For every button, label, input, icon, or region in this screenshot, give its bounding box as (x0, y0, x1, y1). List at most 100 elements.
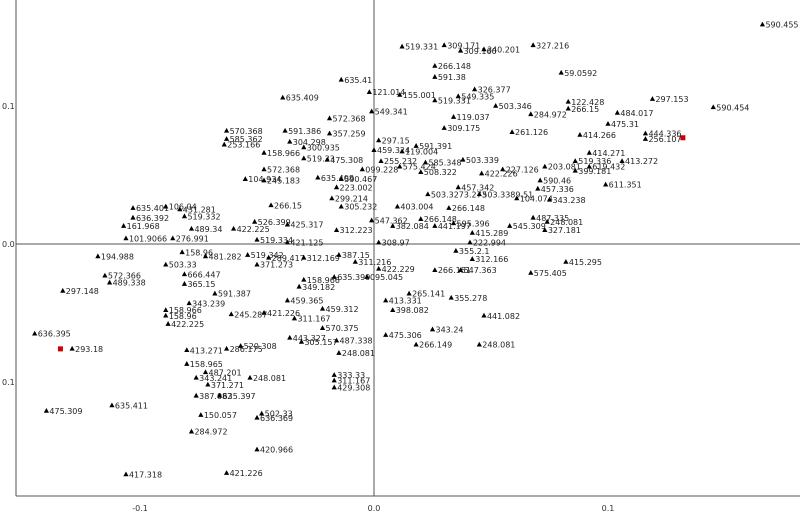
point-marker (121, 223, 127, 228)
point-label: 635.399 (337, 273, 370, 282)
point-marker (441, 42, 447, 48)
data-point: 305.232 (338, 203, 377, 212)
point-label: 421.125 (290, 239, 323, 248)
point-label: 158.966 (169, 306, 202, 315)
data-point: 585.362 (223, 135, 263, 144)
x-tick-label: 0.1 (602, 504, 615, 513)
point-label: 371.271 (211, 381, 244, 390)
point-label: 357.259 (333, 130, 366, 139)
point-label: 421.226 (267, 309, 300, 318)
data-point: 503.3389.51 (476, 190, 533, 199)
data-point: 276.991 (170, 234, 209, 243)
point-label: 484.017 (620, 109, 653, 118)
point-label: 475.309 (49, 407, 82, 416)
point-label: 284.972 (194, 428, 227, 437)
data-point: 304.298 (287, 138, 326, 147)
point-marker (544, 218, 550, 224)
data-point: 248.081 (247, 374, 286, 383)
point-marker (331, 377, 337, 383)
point-label: 266.148 (452, 204, 485, 213)
point-marker (530, 42, 536, 48)
data-point: 119.004 (399, 148, 438, 157)
point-label: 519.332 (187, 212, 220, 221)
data-point: 549.341 (369, 108, 408, 117)
point-label: 203.081 (548, 163, 581, 172)
data-point: 300.935 (301, 143, 340, 152)
data-point: 312.169 (301, 254, 340, 263)
data-point: 414.271 (586, 149, 625, 158)
point-label: 590.467 (344, 175, 377, 184)
data-point: 441.197 (432, 222, 471, 231)
point-marker (216, 392, 223, 398)
point-label: 59.0592 (564, 69, 597, 78)
point-label: 349.182 (302, 283, 335, 292)
point-marker (605, 120, 611, 126)
point-marker (399, 43, 405, 49)
data-point: 297.148 (60, 287, 99, 296)
point-label: 309.171 (447, 41, 480, 50)
point-marker (130, 214, 136, 220)
point-marker (223, 136, 230, 141)
data-point: 422.225 (165, 320, 204, 329)
point-label: 299.214 (335, 194, 368, 203)
point-label: 297.15 (382, 137, 410, 146)
point-label: 420.966 (260, 446, 293, 455)
point-label: 520.308 (244, 342, 277, 351)
data-point: 475.309 (43, 407, 82, 416)
data-point: 425.317 (284, 221, 324, 230)
point-marker (179, 249, 185, 255)
point-label: 487.335 (536, 214, 569, 223)
point-label: 429.308 (337, 384, 370, 393)
point-marker (565, 105, 571, 111)
data-point: 487.335 (530, 214, 569, 223)
point-marker (535, 185, 541, 191)
point-label: 575.405 (534, 269, 567, 278)
point-marker (301, 144, 307, 150)
data-point: 635.411 (109, 401, 148, 410)
point-label: 635.401 (136, 204, 169, 213)
point-label: 481.282 (209, 252, 242, 261)
y-tick-label: 0.1 (2, 102, 15, 111)
point-label: 414.266 (583, 131, 616, 140)
point-label: 591.391 (419, 142, 452, 151)
point-label: 635.41 (344, 76, 372, 85)
data-point: 572.368 (326, 114, 366, 123)
data-point: 266.151 (432, 266, 471, 275)
point-marker (333, 337, 340, 343)
point-label: 635.411 (115, 401, 148, 410)
point-marker (528, 111, 534, 117)
point-marker (509, 129, 515, 135)
point-marker (577, 131, 583, 137)
point-label: 387.15 (342, 251, 370, 260)
data-point: 245.287 (228, 310, 267, 319)
point-marker (184, 361, 190, 366)
point-marker (383, 297, 389, 303)
data-point: 459.312 (319, 305, 359, 314)
data-point: 444.336 (642, 130, 682, 139)
point-label: 549.341 (375, 108, 408, 117)
data-point: 595.396 (450, 219, 490, 228)
point-marker (284, 221, 291, 227)
point-marker (371, 147, 377, 152)
data-point: 413.331 (383, 297, 422, 306)
data-point: 481.282 (202, 252, 242, 261)
point-label: 101.9066 (129, 234, 167, 243)
data-point: 297.15 (376, 137, 410, 146)
point-label: 305.157 (304, 338, 337, 347)
point-marker (366, 89, 372, 94)
point-marker (476, 341, 482, 347)
point-marker (603, 181, 609, 187)
data-point: 489.34 (188, 225, 222, 234)
data-point: 457.336 (535, 185, 574, 194)
data-point: 590.46 (537, 177, 571, 186)
point-marker (649, 96, 656, 101)
data-point: 266.149 (413, 341, 452, 350)
data-point: 248.081 (336, 349, 375, 358)
point-label: 158.965 (190, 360, 223, 369)
point-label: 155.001 (403, 91, 436, 100)
data-point: 519.336 (572, 157, 611, 166)
point-label: 635.409 (286, 94, 319, 103)
point-marker (202, 253, 209, 259)
point-marker (95, 253, 101, 259)
point-label: 311.167 (337, 377, 370, 386)
